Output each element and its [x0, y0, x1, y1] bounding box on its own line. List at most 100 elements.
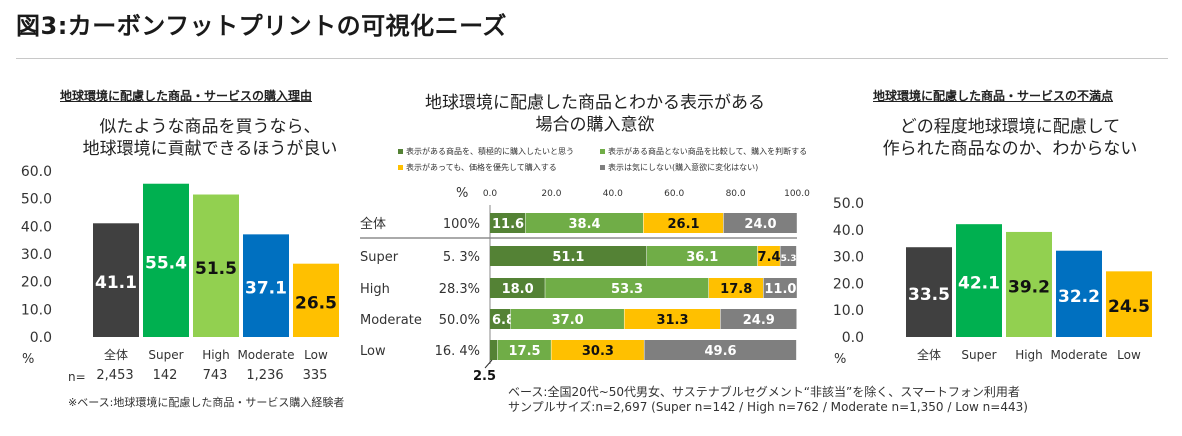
center-segment-label: 51.1 — [552, 250, 584, 265]
center-pct-header: % — [456, 186, 468, 201]
left-bar-1 — [143, 183, 189, 337]
center-segment-2-1 — [545, 278, 709, 298]
right-bar-4 — [1106, 271, 1152, 337]
center-segment-label: 17.8 — [720, 282, 752, 297]
center-segment-4-1 — [497, 340, 551, 360]
center-row-label: Low — [360, 344, 386, 359]
left-ytick: 20.0 — [21, 275, 52, 291]
center-row-label: Super — [360, 250, 399, 265]
legend-label: 表示があっても、価格を優先して購入する — [406, 163, 557, 172]
right-ytick: 30.0 — [833, 250, 864, 266]
left-subtitle: 地球環境に配慮した商品・サービスの購入理由 — [60, 89, 313, 103]
center-xtick: 100.0 — [784, 189, 810, 199]
center-segment-label: 5.3 — [781, 254, 797, 264]
center-segment-label: 24.9 — [743, 313, 775, 328]
center-segment-label: 11.6 — [492, 217, 524, 232]
center-row-pct: 100% — [443, 217, 480, 232]
center-segment-label: 37.0 — [552, 313, 584, 328]
left-xtick: Super — [148, 348, 183, 362]
right-heading: どの程度地球環境に配慮して 作られた商品なのか、わからない — [860, 116, 1160, 160]
center-segment-label: 36.1 — [686, 250, 718, 265]
n-label: n= — [68, 370, 86, 384]
center-xtick: 20.0 — [541, 189, 561, 199]
left-ytick: 0.0 — [30, 330, 52, 346]
center-row-pct: 16. 4% — [435, 344, 480, 359]
center-segment-label: 30.3 — [582, 344, 614, 359]
legend-item: 表示があっても、価格を優先して購入する — [398, 162, 557, 173]
left-xtick: 全体 — [104, 347, 128, 362]
center-segment-0-2 — [643, 213, 724, 233]
left-ytick: 10.0 — [21, 302, 52, 318]
left-footnote: ※ベース:地球環境に配慮した商品・サービス購入経験者 — [68, 396, 345, 409]
right-value-label: 32.2 — [1058, 287, 1100, 307]
left-value-label: 26.5 — [295, 293, 337, 313]
left-bar-2 — [193, 194, 239, 337]
legend-label: 表示がある商品を、積極的に購入したいと思う — [406, 147, 574, 156]
left-ytick: 40.0 — [21, 219, 52, 235]
center-segment-1-0 — [490, 246, 647, 266]
n-value: 1,236 — [246, 368, 284, 383]
center-segment-2-0 — [490, 278, 545, 298]
center-segment-label: 18.0 — [502, 282, 534, 297]
right-ytick: 10.0 — [833, 303, 864, 319]
center-extra-label: 2.5 — [473, 369, 496, 384]
right-bar-2 — [1006, 231, 1052, 337]
left-heading: 似たような商品を買うなら、 地球環境に貢献できるほうが良い — [40, 116, 380, 160]
center-note-line2: サンプルサイズ:n=2,697 (Super n=142 / High n=76… — [508, 400, 1028, 414]
center-segment-0-3 — [723, 213, 797, 233]
left-heading-line1: 似たような商品を買うなら、 — [99, 117, 321, 137]
right-ytick: 40.0 — [833, 223, 864, 239]
n-value: 335 — [302, 368, 328, 383]
center-segment-2-2 — [708, 278, 764, 298]
right-xtick: Moderate — [1050, 348, 1107, 362]
right-bar-1 — [956, 224, 1002, 337]
center-segment-4-3 — [644, 340, 797, 360]
left-bar-3 — [243, 234, 289, 337]
legend-swatch — [600, 165, 605, 170]
left-value-label: 37.1 — [245, 279, 287, 299]
center-row-pct: 50.0% — [439, 313, 480, 328]
center-heading-line1: 地球環境に配慮した商品とわかる表示がある — [425, 93, 765, 113]
center-segment-label: 24.0 — [744, 217, 776, 232]
right-ytick: 0.0 — [842, 330, 864, 346]
center-heading: 地球環境に配慮した商品とわかる表示がある 場合の購入意欲 — [380, 92, 810, 136]
right-value-label: 33.5 — [908, 285, 950, 305]
center-segment-0-0 — [490, 213, 526, 233]
legend-item: 表示は気にしない(購入意欲に変化はない) — [600, 162, 758, 173]
center-leader-line — [484, 359, 493, 369]
center-segment-1-2 — [757, 246, 780, 266]
legend-swatch — [398, 149, 403, 154]
center-segment-label: 7.4 — [758, 250, 781, 265]
left-xtick: High — [202, 348, 230, 362]
title-divider — [16, 58, 1168, 59]
legend-swatch — [398, 165, 403, 170]
left-ytick: 60.0 — [21, 164, 52, 180]
center-segment-0-1 — [525, 213, 643, 233]
center-segment-2-3 — [763, 278, 797, 298]
center-row-pct: 28.3% — [439, 282, 480, 297]
right-ytick: 20.0 — [833, 276, 864, 292]
right-xtick: Super — [961, 348, 996, 362]
right-bar-3 — [1056, 250, 1102, 337]
center-segment-label: 17.5 — [508, 344, 540, 359]
center-segment-label: 11.0 — [764, 282, 796, 297]
center-note-line1: ベース:全国20代~50代男女、サステナブルセグメント“非該当”を除く、スマート… — [508, 385, 1020, 399]
center-segment-label: 49.6 — [705, 344, 737, 359]
center-segment-3-3 — [720, 309, 797, 329]
page-title: 図3:カーボンフットプリントの可視化ニーズ — [16, 12, 507, 40]
center-row-label: Moderate — [360, 313, 422, 328]
legend-item: 表示がある商品を、積極的に購入したいと思う — [398, 146, 574, 157]
left-heading-line2: 地球環境に貢献できるほうが良い — [82, 139, 338, 159]
center-xtick: 40.0 — [603, 189, 623, 199]
center-segment-1-1 — [646, 246, 758, 266]
left-bar-0 — [93, 223, 139, 337]
center-segment-1-3 — [780, 246, 797, 266]
center-xtick: 60.0 — [664, 189, 684, 199]
right-heading-line2: 作られた商品なのか、わからない — [882, 139, 1138, 159]
left-bar-4 — [293, 263, 339, 337]
right-value-label: 39.2 — [1008, 277, 1050, 297]
center-segment-3-0 — [490, 309, 511, 329]
center-segment-label: 53.3 — [611, 282, 643, 297]
right-ylabel: % — [834, 352, 846, 367]
center-segment-label: 31.3 — [656, 313, 688, 328]
